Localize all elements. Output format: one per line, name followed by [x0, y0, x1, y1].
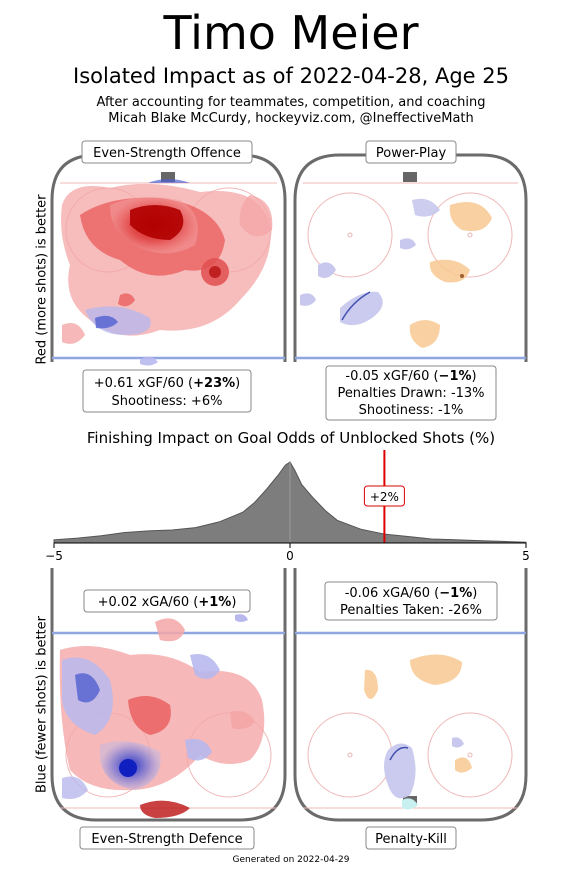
- ev-offence-label: Even-Strength Offence: [93, 146, 241, 161]
- pk-stat: -0.06 xGA/60 (−1%): [345, 586, 478, 601]
- finishing-marker-box: [363, 485, 405, 507]
- ev-offence-shootiness: Shootiness: +6%: [112, 394, 223, 409]
- pp-heatmap: [300, 198, 492, 348]
- subtitle: Isolated Impact as of 2022-04-28, Age 25: [73, 64, 509, 88]
- pk-penalties-taken: Penalties Taken: -26%: [340, 603, 482, 618]
- defence-heatmap: [59, 614, 265, 818]
- pk-label: Penalty-Kill: [375, 832, 447, 847]
- pp-stat: -0.05 xGF/60 (−1%): [345, 369, 476, 384]
- ev-offence-rink: +0.61 xGF/60 (+23%) Shootiness: +6% Even…: [50, 140, 287, 413]
- attribution-line-1: After accounting for teammates, competit…: [96, 95, 486, 110]
- ev-defence-stat: +0.02 xGA/60 (+1%): [98, 595, 237, 610]
- player-name: Timo Meier: [163, 6, 419, 60]
- generated-footer: Generated on 2022-04-29: [232, 855, 350, 865]
- finishing-marker-label: +2%: [370, 490, 399, 504]
- x-tick-label: 5: [522, 549, 530, 563]
- finishing-chart-title: Finishing Impact on Goal Odds of Unblock…: [86, 429, 496, 447]
- penalty-kill-rink: -0.06 xGA/60 (−1%) Penalties Taken: -26%…: [293, 568, 528, 850]
- power-play-rink: -0.05 xGF/60 (−1%) Penalties Drawn: -13%…: [293, 140, 528, 421]
- pp-penalties-drawn: Penalties Drawn: -13%: [337, 386, 484, 401]
- ev-offence-stat: +0.61 xGF/60 (+23%): [94, 376, 240, 391]
- pp-label: Power-Play: [376, 146, 447, 161]
- finishing-distribution-chart: +2% −5 0 5: [45, 450, 530, 563]
- ev-defence-label: Even-Strength Defence: [91, 832, 242, 847]
- offence-heatmap: [61, 183, 273, 366]
- attribution-line-2: Micah Blake McCurdy, hockeyviz.com, @Ine…: [108, 111, 474, 126]
- x-tick-label: 0: [286, 549, 294, 563]
- ev-defence-rink: +0.02 xGA/60 (+1%) Even-Strength Defence: [50, 568, 287, 850]
- pk-heatmap: [364, 654, 472, 810]
- x-tick-label: −5: [45, 549, 63, 563]
- pp-shootiness: Shootiness: -1%: [359, 403, 464, 418]
